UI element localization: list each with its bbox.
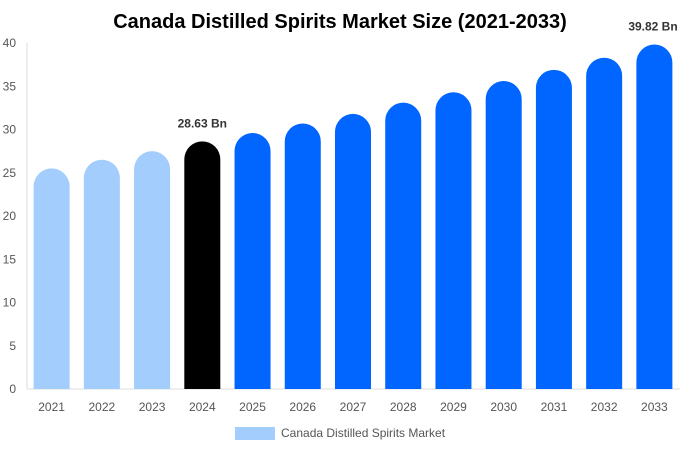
- x-tick-label: 2029: [440, 400, 467, 414]
- bar-2021[interactable]: [33, 168, 70, 389]
- x-tick-label: 2033: [641, 400, 668, 414]
- y-tick-label: 10: [3, 296, 17, 310]
- bar-2027[interactable]: [335, 113, 371, 389]
- data-label: 39.82 Bn: [628, 20, 677, 34]
- legend-swatch[interactable]: [235, 427, 275, 440]
- bar-2031[interactable]: [535, 69, 572, 389]
- bar-2022[interactable]: [83, 159, 120, 389]
- x-tick-label: 2027: [340, 400, 367, 414]
- x-tick-label: 2021: [38, 400, 65, 414]
- y-tick-label: 20: [3, 209, 17, 223]
- bar-2025[interactable]: [234, 132, 271, 389]
- x-tick-label: 2023: [139, 400, 166, 414]
- y-tick-label: 25: [3, 166, 17, 180]
- x-tick-label: 2030: [490, 400, 517, 414]
- bar-2030[interactable]: [485, 81, 522, 389]
- x-tick-label: 2028: [390, 400, 417, 414]
- x-tick-label: 2022: [88, 400, 115, 414]
- chart-title: Canada Distilled Spirits Market Size (20…: [113, 11, 567, 33]
- data-label: 28.63 Bn: [178, 116, 227, 130]
- legend-label[interactable]: Canada Distilled Spirits Market: [281, 426, 446, 440]
- bar-2032[interactable]: [586, 57, 623, 389]
- x-tick-label: 2025: [239, 400, 266, 414]
- bar-2033[interactable]: [636, 44, 673, 389]
- y-tick-label: 5: [9, 339, 16, 353]
- y-tick-label: 35: [3, 79, 17, 93]
- bar-2029[interactable]: [435, 92, 472, 390]
- x-tick-label: 2032: [591, 400, 618, 414]
- y-tick-label: 40: [3, 36, 17, 50]
- bar-2024[interactable]: [184, 141, 221, 389]
- bar-2026[interactable]: [284, 123, 321, 389]
- y-tick-label: 0: [9, 382, 16, 396]
- bar-2023[interactable]: [134, 151, 171, 389]
- x-tick-label: 2024: [189, 400, 216, 414]
- bar-2028[interactable]: [385, 102, 422, 389]
- x-tick-label: 2026: [289, 400, 316, 414]
- y-tick-label: 30: [3, 123, 17, 137]
- y-tick-label: 15: [3, 252, 17, 266]
- x-tick-label: 2031: [541, 400, 568, 414]
